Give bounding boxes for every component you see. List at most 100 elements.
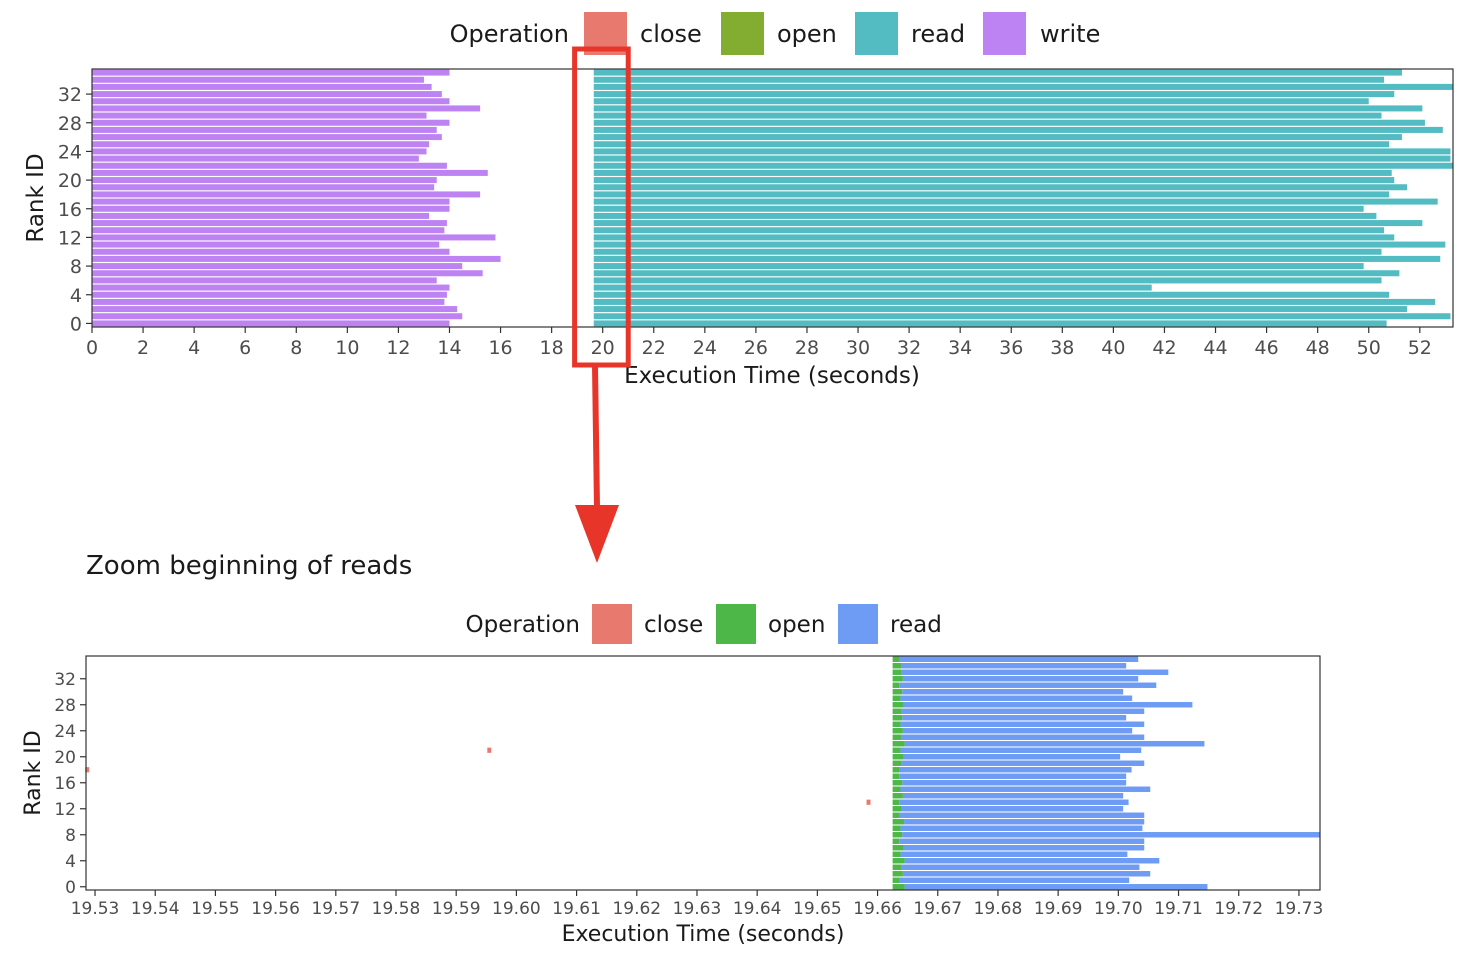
x-tick-label: 20	[591, 337, 615, 359]
write-bar	[92, 234, 496, 241]
zoom-arrow-shaft	[592, 364, 600, 509]
top-plot-frame	[91, 68, 1454, 328]
zoom-highlight-box	[572, 46, 631, 368]
close-mark	[487, 747, 492, 753]
y-tick-label: 16	[54, 774, 76, 794]
read-bar	[902, 793, 1124, 799]
open-bar	[892, 702, 904, 708]
write-bar	[92, 98, 450, 105]
top-legend-swatch-write	[983, 12, 1026, 55]
close-mark	[866, 799, 871, 805]
write-bar	[92, 284, 450, 291]
read-bar	[593, 141, 1390, 148]
write-bar	[92, 169, 488, 176]
read-bar	[903, 702, 1193, 708]
read-bar	[593, 155, 1451, 162]
open-bar	[892, 695, 901, 701]
x-tick-label: 4	[188, 337, 200, 359]
bottom-legend-swatch-close	[592, 604, 632, 644]
x-tick-label: 19.72	[1214, 899, 1263, 919]
x-tick-label: 42	[1152, 337, 1176, 359]
open-bar	[892, 728, 903, 734]
write-bar	[92, 148, 427, 155]
x-tick-label: 46	[1255, 337, 1279, 359]
y-tick-label: 0	[65, 878, 76, 898]
open-bar	[892, 741, 905, 747]
top-x-axis: 0 2 4 6 8 10 12 14 16 18 20 22 24 26 28 30 32 34 36 38 40 42 4…	[86, 327, 1432, 359]
read-bar	[902, 871, 1151, 877]
read-bar	[899, 799, 1129, 805]
write-bar	[92, 306, 458, 313]
x-tick-label: 19.67	[913, 899, 962, 919]
bottom-legend-swatch-open	[716, 604, 756, 644]
open-bar	[892, 793, 903, 799]
read-bar	[593, 126, 1443, 133]
y-tick-label: 0	[70, 313, 82, 335]
x-tick-label: 19.56	[251, 899, 300, 919]
read-bar	[593, 134, 1402, 141]
open-bar	[892, 682, 900, 688]
read-bar	[901, 864, 1140, 870]
write-bar	[92, 126, 437, 133]
open-bar	[892, 832, 903, 838]
top-legend-label-open: open	[777, 20, 837, 48]
read-bar	[899, 877, 1130, 883]
x-tick-label: 28	[795, 337, 819, 359]
read-bar	[593, 298, 1436, 305]
bottom-legend-label-read: read	[890, 612, 942, 638]
read-bar	[900, 721, 1145, 727]
read-bar	[901, 663, 1127, 669]
bottom-legend-label-open: open	[768, 612, 825, 638]
read-bar	[593, 98, 1369, 105]
bottom-chart: Zoom beginning of reads Operation close …	[21, 551, 1323, 947]
read-bar	[904, 741, 1205, 747]
write-bar	[92, 105, 481, 112]
write-bar	[92, 119, 450, 126]
top-bars	[92, 69, 1453, 327]
x-tick-label: 19.73	[1275, 899, 1324, 919]
y-tick-label: 12	[54, 800, 76, 820]
bottom-legend-label-close: close	[644, 612, 703, 638]
x-tick-label: 19.62	[612, 899, 661, 919]
read-bar	[593, 248, 1382, 255]
write-bar	[92, 205, 450, 212]
y-tick-label: 16	[58, 199, 82, 221]
read-bar	[904, 819, 1145, 825]
x-tick-label: 6	[239, 337, 251, 359]
read-bar	[900, 747, 1142, 753]
y-tick-label: 4	[70, 285, 82, 307]
read-bar	[900, 851, 1128, 857]
open-bar	[892, 734, 902, 740]
bottom-plot-frame	[85, 655, 1321, 891]
x-tick-label: 30	[846, 337, 870, 359]
x-tick-label: 22	[642, 337, 666, 359]
write-bar	[92, 220, 447, 227]
x-tick-label: 14	[437, 337, 461, 359]
read-bar	[902, 689, 1124, 695]
top-legend: Operation close open read write	[450, 12, 1100, 55]
write-bar	[92, 91, 442, 98]
open-bar	[892, 871, 903, 877]
y-tick-label: 12	[58, 227, 82, 249]
x-tick-label: 19.55	[191, 899, 240, 919]
x-tick-label: 19.57	[311, 899, 360, 919]
write-bar	[92, 134, 442, 141]
x-tick-label: 19.65	[793, 899, 842, 919]
x-tick-label: 24	[693, 337, 717, 359]
read-bar	[899, 656, 1139, 662]
bottom-y-axis: 0 4 8 12 16 20 24 28 32	[54, 670, 86, 898]
read-bar	[593, 69, 1402, 76]
y-tick-label: 24	[54, 722, 76, 742]
read-bar	[593, 291, 1390, 298]
write-bar	[92, 83, 432, 90]
open-bar	[892, 884, 905, 890]
open-bar	[892, 806, 902, 812]
read-bar	[593, 105, 1423, 112]
x-tick-label: 44	[1203, 337, 1227, 359]
x-tick-label: 50	[1357, 337, 1381, 359]
x-tick-label: 12	[386, 337, 410, 359]
open-bar	[892, 864, 902, 870]
open-bar	[892, 656, 900, 662]
y-tick-label: 32	[58, 84, 82, 106]
x-tick-label: 52	[1408, 337, 1432, 359]
